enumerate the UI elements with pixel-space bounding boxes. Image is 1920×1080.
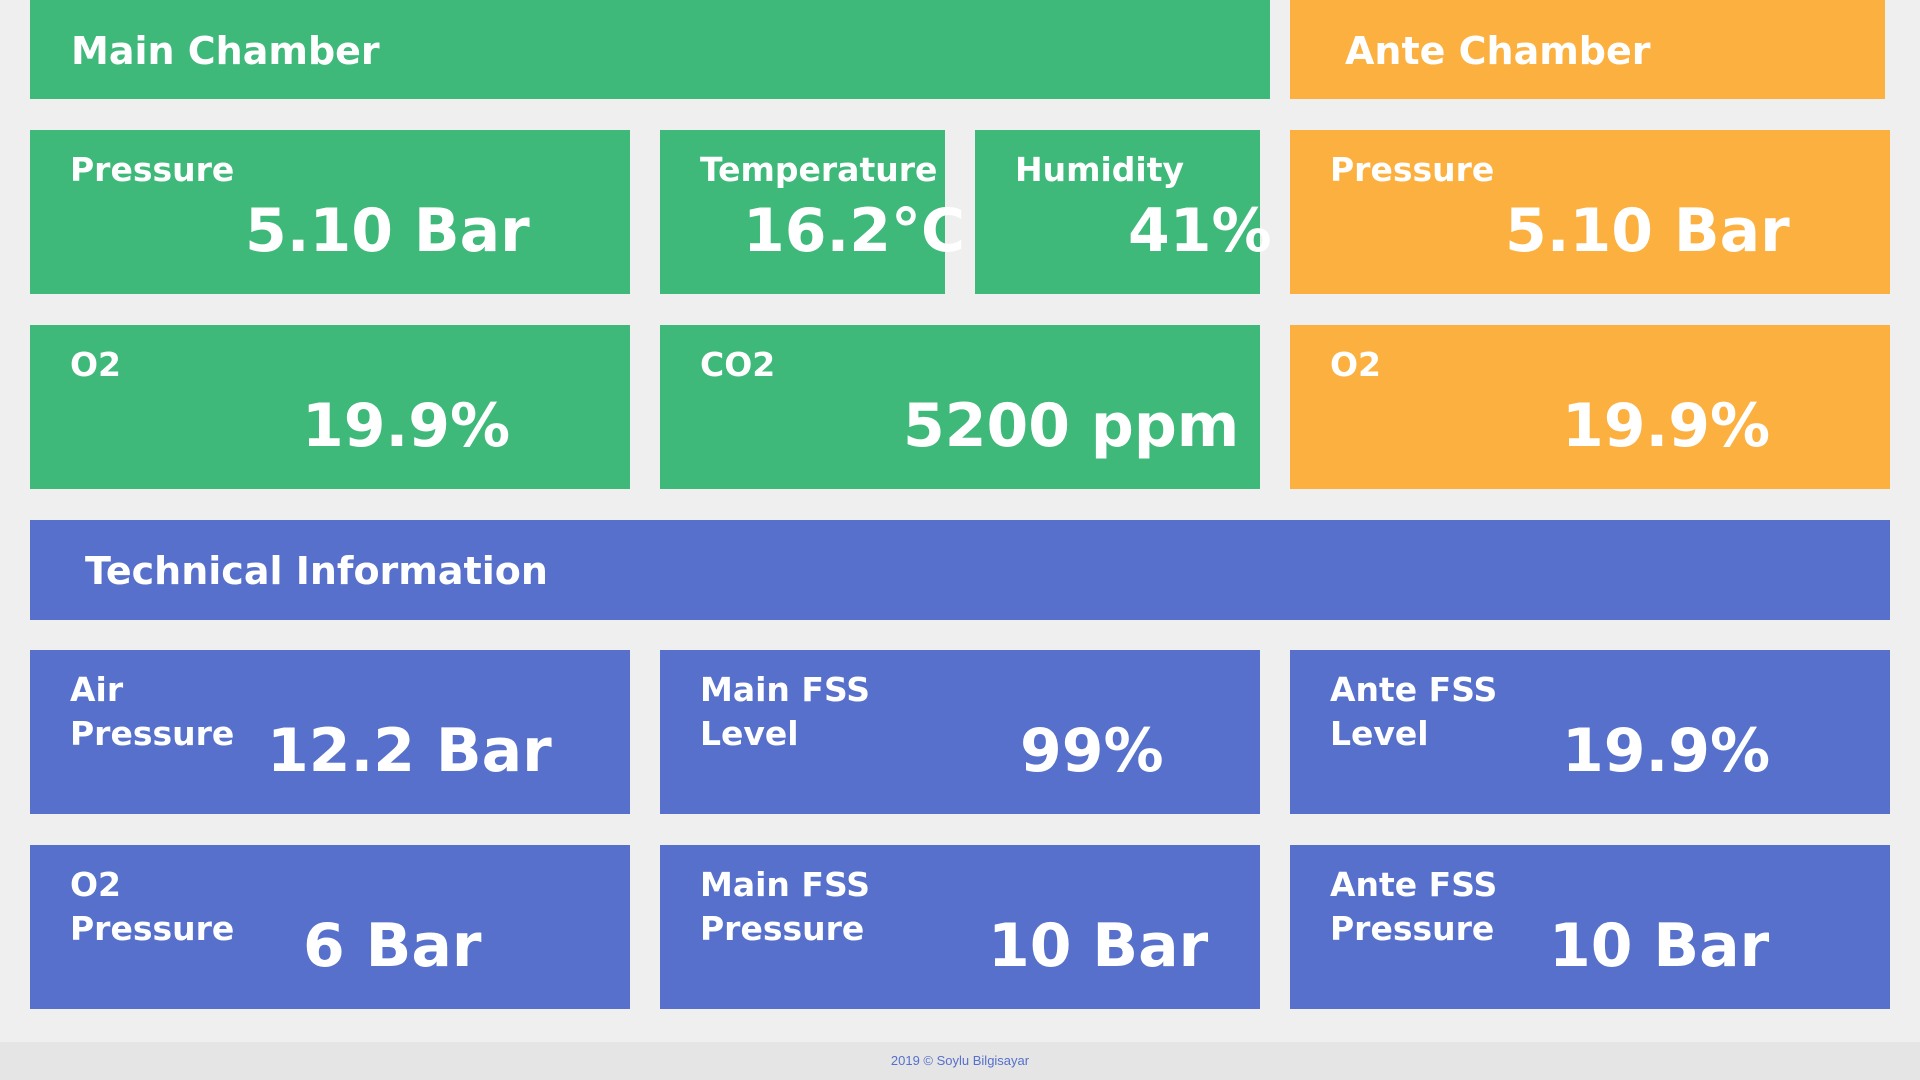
o2-pressure-tile: O2 Pressure 6 Bar xyxy=(30,845,630,1009)
main-fss-level-tile: Main FSS Level 99% xyxy=(660,650,1260,814)
humidity-value: 41% xyxy=(1128,196,1272,266)
temperature-tile: Temperature 16.2°C xyxy=(660,130,965,294)
main-fss-level-label: Main FSS Level xyxy=(700,668,870,756)
humidity-label: Humidity xyxy=(1015,150,1185,189)
temperature-label: Temperature xyxy=(700,150,938,189)
ante-o2-tile: O2 19.9% xyxy=(1290,325,1890,489)
air-pressure-label-line1: Air xyxy=(70,670,124,709)
ante-chamber-header: Ante Chamber xyxy=(1290,0,1885,99)
ante-o2-value: 19.9% xyxy=(1562,391,1771,461)
main-o2-tile: O2 19.9% xyxy=(30,325,630,489)
co2-label: CO2 xyxy=(700,345,776,384)
ante-fss-level-label-line1: Ante FSS xyxy=(1330,670,1498,709)
ante-o2-label: O2 xyxy=(1330,345,1382,384)
ante-fss-pressure-label-line1: Ante FSS xyxy=(1330,865,1498,904)
main-fss-pressure-label-line2: Pressure xyxy=(700,909,865,948)
o2-pressure-value: 6 Bar xyxy=(303,911,482,981)
main-fss-level-value: 99% xyxy=(1020,716,1164,786)
main-o2-label: O2 xyxy=(70,345,122,384)
ante-pressure-value: 5.10 Bar xyxy=(1505,196,1790,266)
o2-pressure-label: O2 Pressure xyxy=(70,863,234,951)
o2-pressure-label-line1: O2 xyxy=(70,865,122,904)
air-pressure-tile: Air Pressure 12.2 Bar xyxy=(30,650,630,814)
main-pressure-label: Pressure xyxy=(70,150,235,189)
ante-fss-pressure-label-line2: Pressure xyxy=(1330,909,1495,948)
co2-tile: CO2 5200 ppm xyxy=(660,325,1260,489)
humidity-tile: Humidity 41% xyxy=(975,130,1272,294)
main-o2-value: 19.9% xyxy=(302,391,511,461)
main-chamber-header: Main Chamber xyxy=(30,0,1270,99)
ante-fss-level-label-line2: Level xyxy=(1330,714,1429,753)
ante-chamber-title: Ante Chamber xyxy=(1345,29,1651,73)
ante-fss-level-value: 19.9% xyxy=(1562,716,1771,786)
air-pressure-label: Air Pressure xyxy=(70,668,234,756)
co2-value: 5200 ppm xyxy=(903,391,1240,461)
ante-fss-level-label: Ante FSS Level xyxy=(1330,668,1497,756)
temperature-value: 16.2°C xyxy=(743,196,966,266)
main-pressure-value: 5.10 Bar xyxy=(245,196,530,266)
ante-fss-pressure-label: Ante FSS Pressure xyxy=(1330,863,1497,951)
main-fss-pressure-tile: Main FSS Pressure 10 Bar xyxy=(660,845,1260,1009)
footer-copyright: 2019 © Soylu Bilgisayar xyxy=(890,1053,1030,1068)
ante-fss-level-tile: Ante FSS Level 19.9% xyxy=(1290,650,1890,814)
ante-pressure-label: Pressure xyxy=(1330,150,1495,189)
main-fss-level-label-line2: Level xyxy=(700,714,799,753)
air-pressure-value: 12.2 Bar xyxy=(267,716,552,786)
main-fss-pressure-value: 10 Bar xyxy=(988,911,1209,981)
ante-pressure-tile: Pressure 5.10 Bar xyxy=(1290,130,1890,294)
technical-info-header: Technical Information xyxy=(30,520,1890,620)
main-chamber-title: Main Chamber xyxy=(71,29,380,73)
ante-fss-pressure-tile: Ante FSS Pressure 10 Bar xyxy=(1290,845,1890,1009)
footer: 2019 © Soylu Bilgisayar xyxy=(0,1042,1920,1080)
technical-info-title: Technical Information xyxy=(85,549,548,593)
air-pressure-label-line2: Pressure xyxy=(70,714,235,753)
ante-fss-pressure-value: 10 Bar xyxy=(1549,911,1770,981)
main-fss-level-label-line1: Main FSS xyxy=(700,670,870,709)
main-fss-pressure-label: Main FSS Pressure xyxy=(700,863,870,951)
main-fss-pressure-label-line1: Main FSS xyxy=(700,865,870,904)
main-pressure-tile: Pressure 5.10 Bar xyxy=(30,130,630,294)
o2-pressure-label-line2: Pressure xyxy=(70,909,235,948)
